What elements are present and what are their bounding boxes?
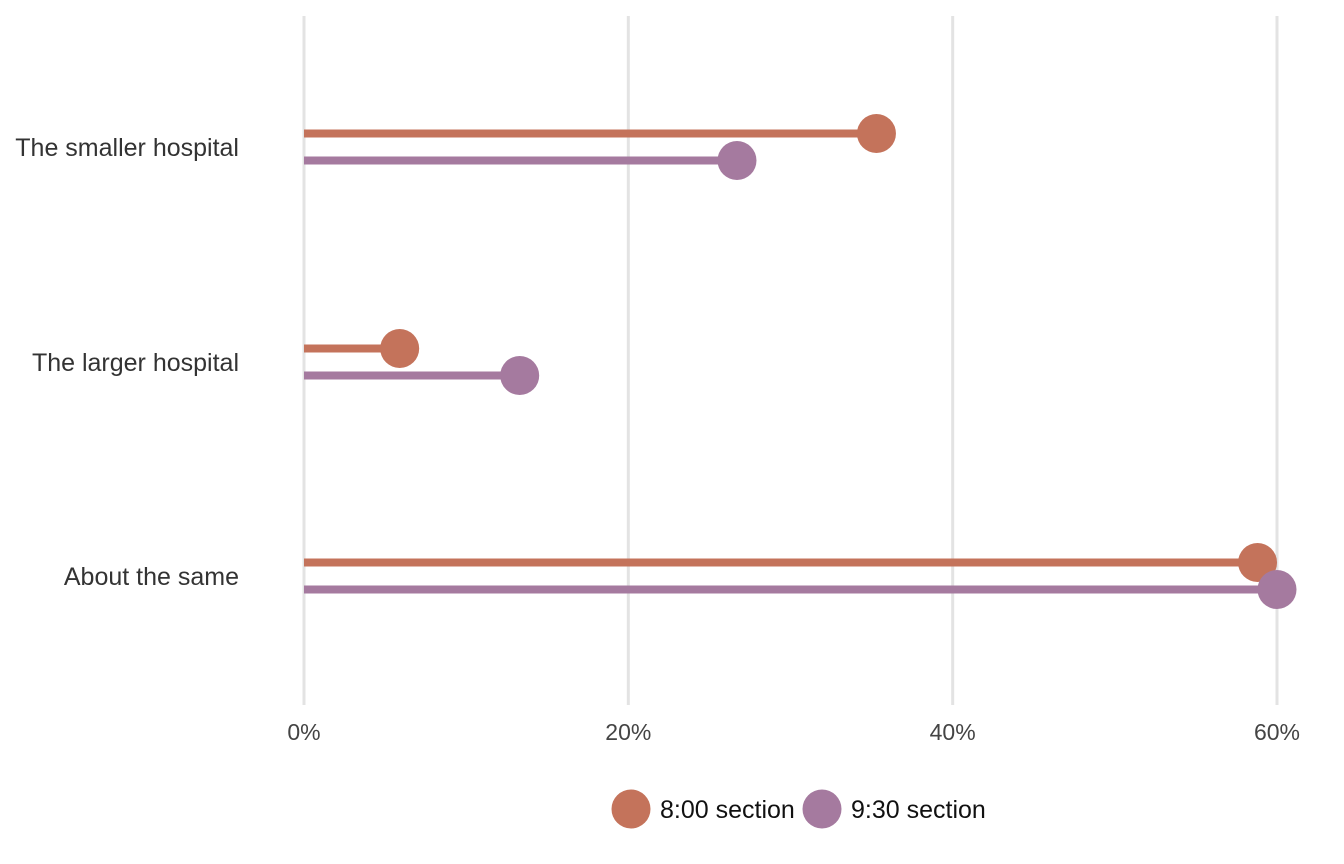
legend: 8:00 section 9:30 section (611, 789, 986, 829)
x-tick-label-0: 0% (287, 719, 320, 745)
dot-8-00-section-the-smaller-hospital (856, 114, 896, 153)
x-tick-label-40: 40% (930, 719, 976, 745)
dot-9-30-section-about-the-same (1257, 570, 1297, 609)
dot-9-30-section-the-larger-hospital (500, 356, 540, 395)
dot-8-00-section-the-larger-hospital (380, 329, 420, 368)
x-axis-ticks: 0% 20% 40% 60% (287, 719, 1300, 745)
legend-label-9-30-section: 9:30 section (851, 796, 986, 824)
chart-marks (304, 114, 1297, 609)
dot-8-00-section-about-the-same (1238, 543, 1278, 582)
category-label-the-smaller-hospital: The smaller hospital (15, 134, 239, 162)
legend-swatch-8-00-section (611, 789, 651, 829)
x-tick-label-20: 20% (605, 719, 651, 745)
x-tick-label-60: 60% (1254, 719, 1300, 745)
category-labels: The smaller hospital The larger hospital A… (15, 134, 239, 591)
dot-9-30-section-the-smaller-hospital (717, 141, 757, 180)
category-label-the-larger-hospital: The larger hospital (32, 349, 239, 377)
legend-label-8-00-section: 8:00 section (660, 796, 795, 824)
legend-swatch-9-30-section (802, 789, 842, 829)
category-label-about-the-same: About the same (64, 563, 239, 591)
grid-lines (302, 16, 1279, 705)
